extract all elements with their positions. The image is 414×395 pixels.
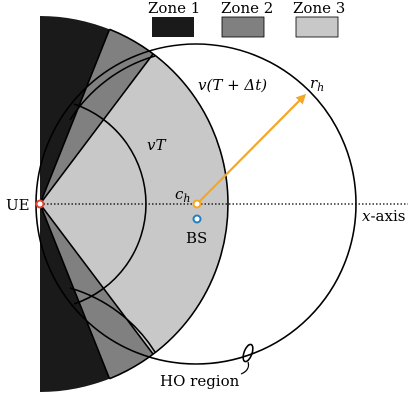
ho-region-loop	[242, 343, 254, 363]
ho-region-leader	[240, 361, 250, 375]
center-label-sub: h	[183, 192, 190, 205]
legend-swatch-zone-3	[295, 16, 339, 38]
ue-marker	[35, 199, 45, 209]
legend-swatch-zone-2	[221, 16, 265, 38]
zone-1-2-boundary-upper	[39, 29, 111, 205]
legend: Zone 1 Zone 2 Zone 3	[148, 0, 345, 38]
legend-label-zone-3: Zone 3	[293, 0, 345, 17]
center-label: ch	[175, 185, 191, 205]
radius-arrow	[196, 93, 307, 205]
legend-label-zone-1: Zone 1	[148, 0, 200, 17]
zone-2-3-boundary-lower	[39, 203, 154, 355]
bs-label: BS	[186, 229, 207, 247]
ho-region-pointer	[240, 343, 254, 375]
ho-region-label: HO region	[160, 372, 240, 390]
axis-label-suffix: -axis	[370, 207, 405, 225]
legend-swatch-zone-1	[152, 17, 194, 37]
zone-2-3-boundary-upper	[39, 53, 154, 205]
center-marker	[192, 199, 202, 209]
radius-label-main: r	[310, 74, 318, 92]
center-label-main: c	[175, 185, 184, 203]
axis-label: x-axis	[362, 207, 405, 225]
middle-arc-lower	[69, 287, 156, 353]
radius-label-sub: h	[317, 81, 324, 94]
legend-label-zone-2: Zone 2	[221, 0, 273, 17]
bs-marker	[192, 214, 202, 224]
outer-arc-label: v(T + Δt)	[198, 76, 267, 94]
axis-label-var: x	[362, 207, 371, 225]
zone-1-2-boundary-lower	[39, 203, 111, 379]
middle-arc-upper	[69, 55, 156, 121]
inner-arc-label: vT	[147, 136, 166, 154]
radius-label: rh	[310, 74, 324, 94]
outer-arc-boundary	[109, 28, 229, 380]
ue-label: UE	[6, 196, 30, 214]
zone-3-region	[40, 54, 228, 354]
